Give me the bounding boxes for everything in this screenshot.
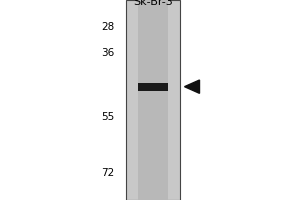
- Text: 55: 55: [101, 112, 114, 122]
- Text: 28: 28: [101, 22, 114, 32]
- Bar: [126, 0, 180, 200]
- Bar: [138, 83, 168, 91]
- Text: 36: 36: [101, 48, 114, 58]
- Bar: [138, 0, 168, 200]
- Text: 72: 72: [101, 168, 114, 178]
- Text: Sk-Br-3: Sk-Br-3: [133, 0, 173, 7]
- Polygon shape: [184, 80, 200, 93]
